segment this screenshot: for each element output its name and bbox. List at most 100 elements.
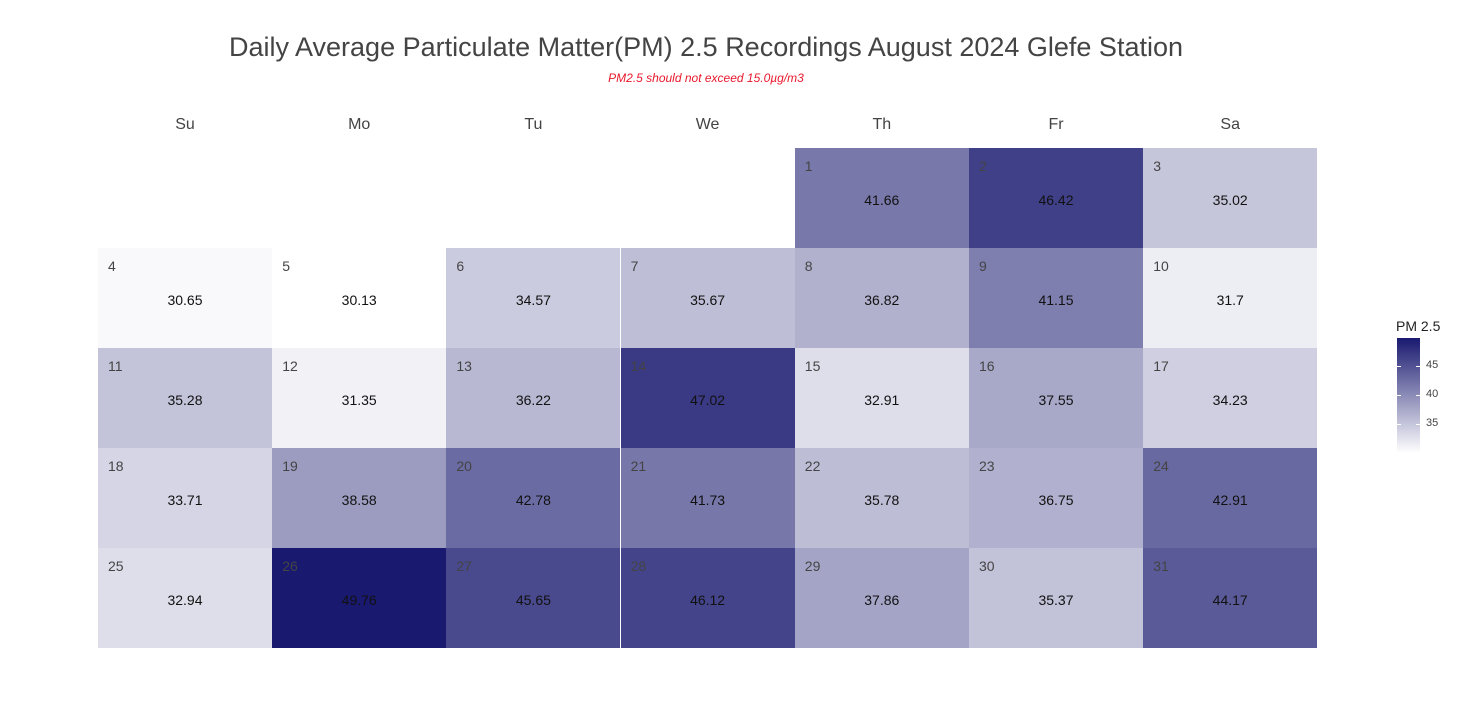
day-cell: 6 34.57 [446, 248, 621, 348]
day-value-label: 42.78 [515, 492, 551, 508]
day-cell: 30 35.37 [969, 548, 1143, 648]
day-value-label: 46.12 [690, 592, 726, 608]
day-cell: 28 46.12 [620, 548, 795, 648]
day-value-label: 32.91 [864, 392, 900, 408]
day-cell: 1 41.66 [794, 148, 969, 248]
day-number: 25 [108, 558, 124, 574]
day-number: 26 [282, 558, 298, 574]
day-number: 3 [1153, 158, 1161, 174]
day-value-label: 33.71 [167, 492, 203, 508]
day-number: 21 [630, 458, 647, 474]
day-value-label: 45.65 [515, 592, 551, 608]
day-cell: 14 47.02 [620, 348, 795, 448]
day-value-label: 41.66 [864, 192, 900, 208]
legend-tick-label: 45 [1426, 358, 1439, 371]
day-cell: 31 44.17 [1143, 548, 1318, 648]
day-number: 9 [979, 258, 987, 274]
day-number: 15 [804, 358, 821, 374]
day-cell: 11 35.28 [98, 348, 272, 448]
day-cell: 27 45.65 [446, 548, 621, 648]
day-value-label: 35.67 [690, 292, 726, 308]
day-cell: 10 31.7 [1143, 248, 1318, 348]
day-cell: 12 31.35 [272, 348, 447, 448]
day-value-label: 30.65 [167, 292, 203, 308]
day-number: 31 [1153, 558, 1169, 574]
day-cell: 18 33.71 [98, 448, 272, 548]
day-value-label: 35.37 [1038, 592, 1074, 608]
day-cell: 8 36.82 [794, 248, 969, 348]
day-number: 11 [108, 358, 123, 374]
weekday-header: Mo [348, 116, 371, 133]
day-value-label: 41.73 [690, 492, 726, 508]
weekday-header: Sa [1220, 116, 1240, 133]
day-value-label: 37.55 [1038, 392, 1074, 408]
day-number: 6 [456, 258, 465, 274]
day-number: 7 [630, 258, 639, 274]
day-number: 19 [282, 458, 298, 474]
legend-tick-mark [1397, 424, 1401, 426]
day-number: 12 [282, 358, 298, 374]
day-cell: 9 41.15 [969, 248, 1143, 348]
day-number: 8 [804, 258, 813, 274]
day-cell: 13 36.22 [446, 348, 621, 448]
day-value-label: 36.75 [1038, 492, 1074, 508]
day-cell: 21 41.73 [620, 448, 795, 548]
day-cell: 16 37.55 [969, 348, 1143, 448]
weekday-header: We [695, 116, 720, 133]
weekday-header: Th [872, 116, 892, 133]
day-cell: 25 32.94 [98, 548, 272, 648]
weekday-header: Fr [1048, 116, 1064, 133]
weekday-header: Su [175, 116, 195, 133]
day-value-label: 34.57 [515, 292, 551, 308]
day-number: 28 [630, 558, 647, 574]
day-number: 24 [1153, 458, 1169, 474]
day-number: 22 [804, 458, 821, 474]
legend-tick-mark [1397, 395, 1401, 397]
weekday-header: Tu [524, 116, 543, 133]
day-value-label: 41.15 [1038, 292, 1074, 308]
day-cell: 7 35.67 [620, 248, 795, 348]
day-number: 16 [979, 358, 995, 374]
day-number: 10 [1153, 258, 1169, 274]
day-value-label: 31.7 [1216, 292, 1244, 308]
day-value-label: 37.86 [864, 592, 900, 608]
day-value-label: 31.35 [341, 392, 377, 408]
legend-tick-mark [1416, 424, 1420, 426]
day-number: 4 [108, 258, 116, 274]
day-cell: 3 35.02 [1143, 148, 1318, 248]
day-number: 20 [456, 458, 472, 474]
day-cell: 26 49.76 [272, 548, 447, 648]
day-cell: 24 42.91 [1143, 448, 1318, 548]
day-value-label: 35.28 [167, 392, 203, 408]
day-cell: 5 30.13 [272, 248, 447, 348]
legend-tick-label: 35 [1426, 417, 1439, 430]
legend-tick-mark [1416, 395, 1420, 397]
day-cell: 29 37.86 [794, 548, 969, 648]
day-cell: 4 30.65 [98, 248, 272, 348]
chart-subtitle: PM2.5 should not exceed 15.0µg/m3 [608, 71, 804, 85]
day-cell: 17 34.23 [1143, 348, 1318, 448]
day-cell: 20 42.78 [446, 448, 621, 548]
day-value-label: 35.02 [1212, 192, 1248, 208]
day-value-label: 36.22 [515, 392, 551, 408]
day-cell: 15 32.91 [794, 348, 969, 448]
day-value-label: 30.13 [341, 292, 377, 308]
day-number: 23 [979, 458, 995, 474]
day-value-label: 35.78 [864, 492, 900, 508]
day-number: 1 [804, 158, 813, 174]
day-cell: 23 36.75 [969, 448, 1143, 548]
day-value-label: 38.58 [341, 492, 377, 508]
day-value-label: 32.94 [167, 592, 203, 608]
day-value-label: 47.02 [690, 392, 726, 408]
day-number: 27 [456, 558, 472, 574]
day-number: 13 [456, 358, 472, 374]
day-value-label: 34.23 [1212, 392, 1248, 408]
day-cell: 19 38.58 [272, 448, 447, 548]
day-number: 2 [979, 158, 987, 174]
day-number: 29 [804, 558, 821, 574]
day-value-label: 44.17 [1212, 592, 1248, 608]
day-number: 30 [979, 558, 995, 574]
day-value-label: 49.76 [341, 592, 377, 608]
legend-tick-label: 40 [1426, 388, 1439, 401]
chart-title: Daily Average Particulate Matter(PM) 2.5… [228, 32, 1183, 62]
